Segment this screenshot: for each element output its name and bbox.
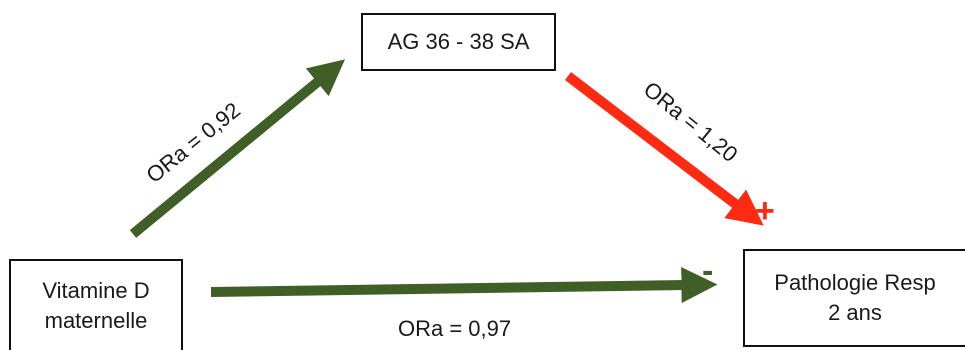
node-pathologie: Pathologie Resp 2 ans [743, 249, 965, 347]
node-vitamine-d-line2: maternelle [44, 307, 148, 333]
node-ag-label: AG 36 - 38 SA [387, 29, 530, 55]
sign-negative: - [702, 252, 713, 290]
label-vitd-to-ag: ORa = 0,92 [141, 97, 245, 188]
arrow-vitd-to-patho [210, 267, 718, 304]
label-vitd-to-patho: ORa = 0,97 [398, 316, 511, 341]
label-ag-to-patho: ORa = 1,20 [639, 76, 743, 167]
node-vitamine-d-line1: Vitamine D [42, 277, 150, 303]
node-pathologie-line1: Pathologie Resp [774, 270, 936, 296]
node-pathologie-line2: 2 ans [828, 300, 882, 325]
node-ag: AG 36 - 38 SA [361, 13, 556, 71]
sign-positive: + [755, 192, 775, 230]
arrow-vitd-to-ag [129, 59, 346, 238]
arrow-ag-to-patho [564, 72, 764, 226]
node-vitamine-d: Vitamine D maternelle [9, 259, 183, 350]
